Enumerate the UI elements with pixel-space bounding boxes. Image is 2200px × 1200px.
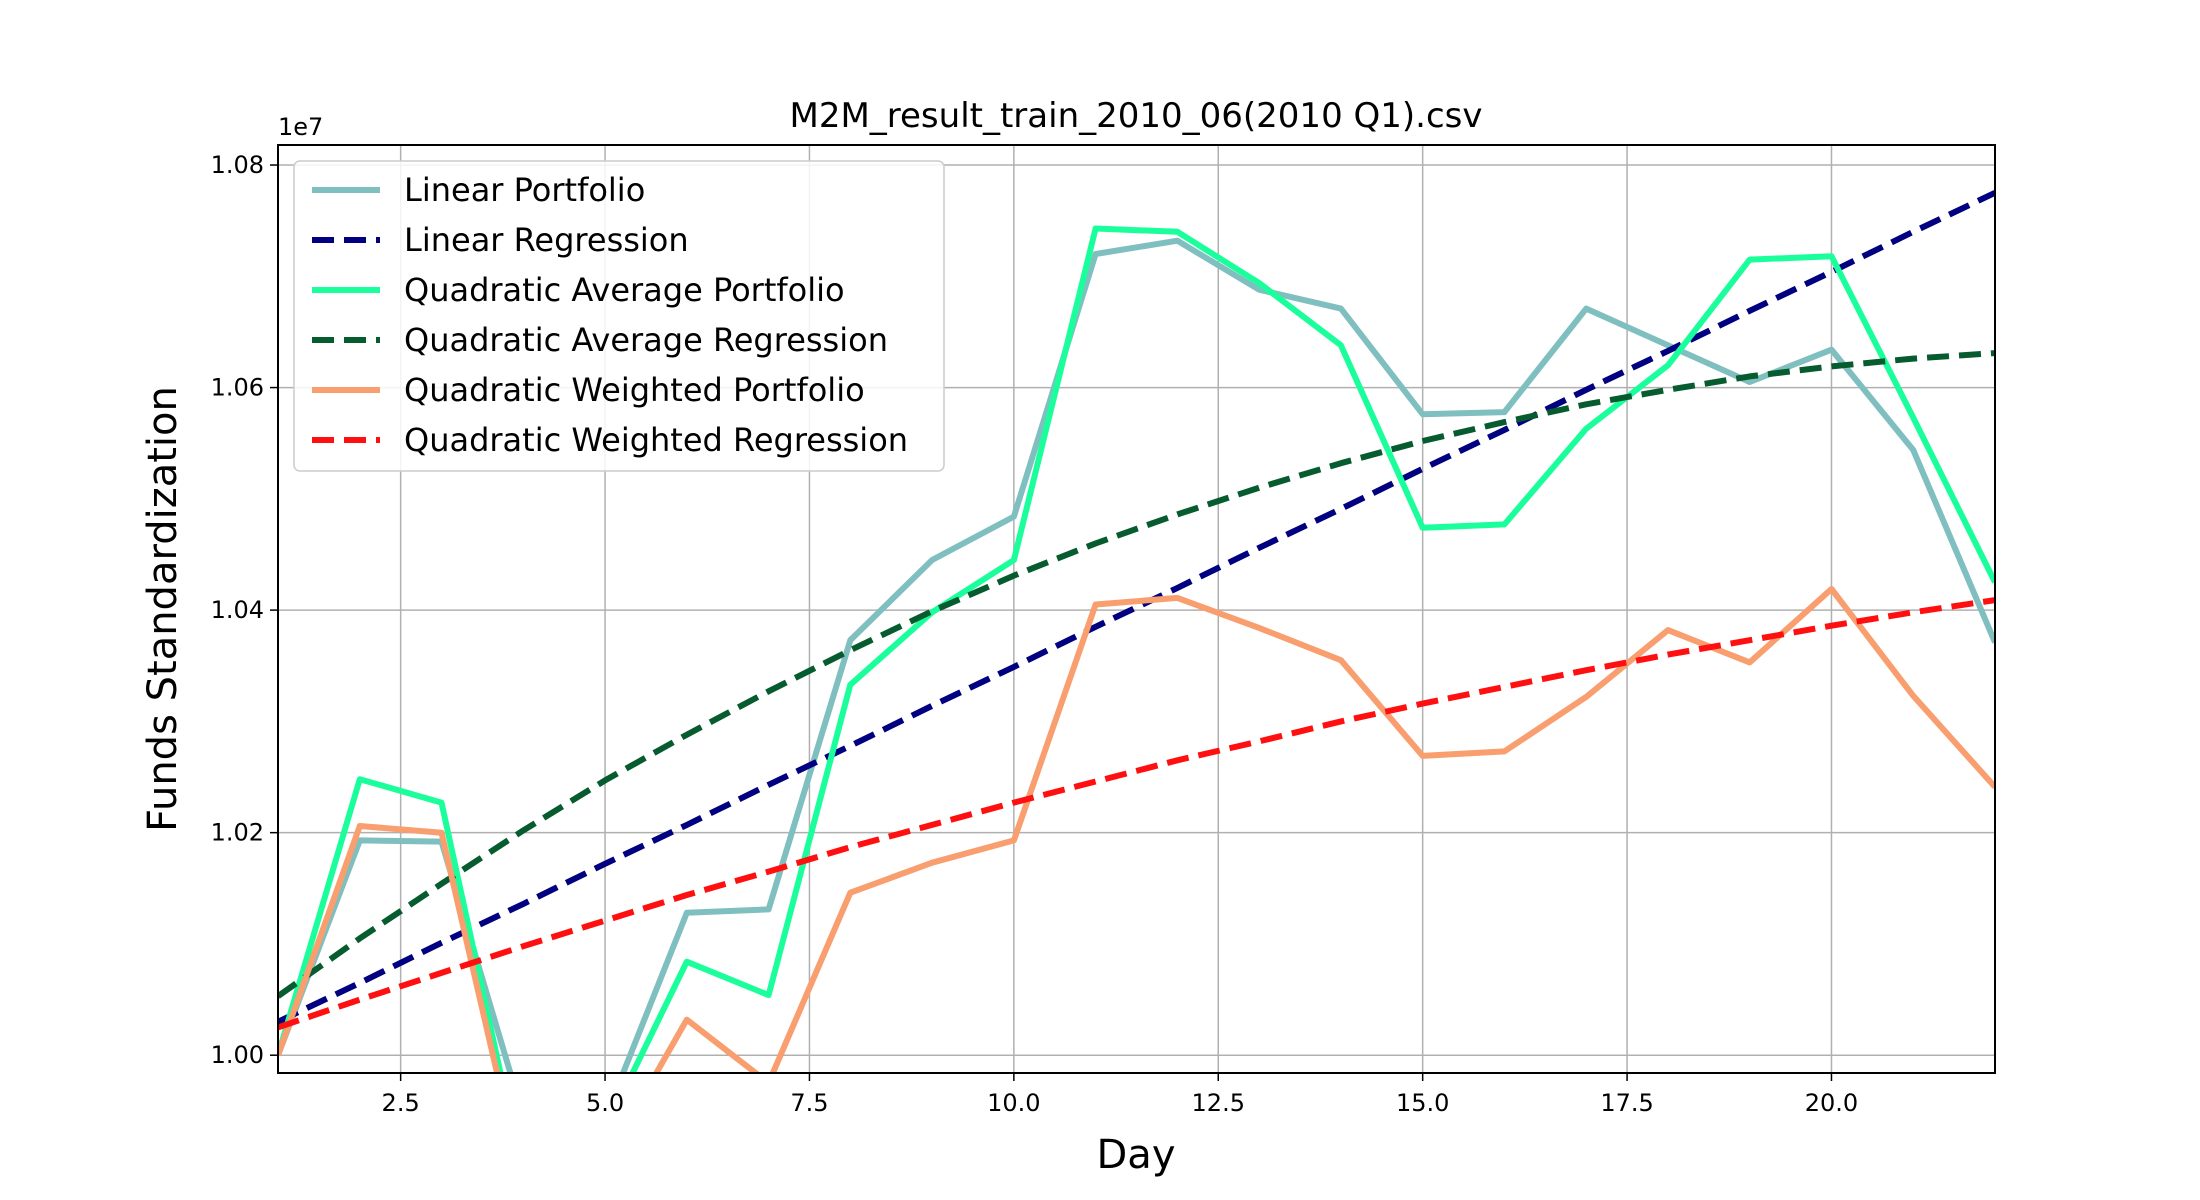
y-tick-label: 1.06 xyxy=(211,374,264,402)
legend-label: Quadratic Weighted Portfolio xyxy=(404,371,865,409)
x-tick-label: 10.0 xyxy=(987,1089,1040,1117)
legend-label: Linear Portfolio xyxy=(404,171,645,209)
x-tick-label: 7.5 xyxy=(790,1089,828,1117)
series-line-quadratic-average-portfolio xyxy=(278,225,1995,1073)
legend-label: Quadratic Average Regression xyxy=(404,321,888,359)
x-tick-label: 5.0 xyxy=(586,1089,624,1117)
series-line-quadratic-average-regression xyxy=(278,350,1995,999)
y-tick-label: 1.02 xyxy=(211,819,264,847)
x-tick-label: 12.5 xyxy=(1192,1089,1245,1117)
x-tick-label: 15.0 xyxy=(1396,1089,1449,1117)
x-axis-label: Day xyxy=(1097,1132,1176,1178)
x-tick-label: 20.0 xyxy=(1805,1089,1858,1117)
series-line-linear-portfolio xyxy=(278,237,1995,1073)
axis-ticks: 2.5 5.0 7.5 10.0 12.5 15.0 17.5 20.0 1.00 1.02 1.0… xyxy=(211,151,1859,1117)
y-axis-label: Funds Standardization xyxy=(140,386,186,832)
y-offset-label: 1e7 xyxy=(278,113,323,141)
x-tick-label: 17.5 xyxy=(1600,1089,1653,1117)
x-tick-label: 2.5 xyxy=(382,1089,420,1117)
y-tick-label: 1.00 xyxy=(211,1041,264,1069)
legend: Linear Portfolio Linear Regression Quadrat… xyxy=(293,160,945,472)
series-line-linear-regression xyxy=(278,190,1995,1025)
chart-title: M2M_result_train_2010_06(2010 Q1).csv xyxy=(789,96,1482,136)
legend-label: Linear Regression xyxy=(404,221,689,259)
legend-box xyxy=(293,160,945,472)
series-line-quadratic-weighted-regression xyxy=(278,597,1995,1031)
y-tick-label: 1.08 xyxy=(211,151,264,179)
legend-label: Quadratic Average Portfolio xyxy=(404,271,845,309)
series-lines xyxy=(278,190,1995,1073)
y-tick-label: 1.04 xyxy=(211,596,264,624)
legend-label: Quadratic Weighted Regression xyxy=(404,421,908,459)
plot-frame xyxy=(277,144,1996,1074)
